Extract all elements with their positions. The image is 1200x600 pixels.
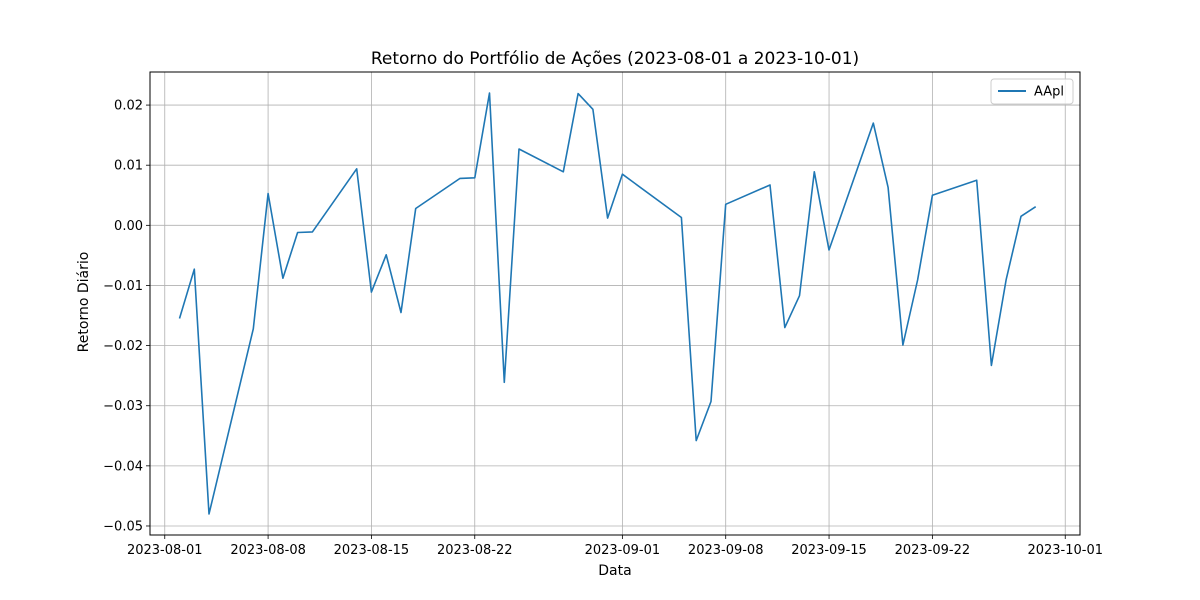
x-tick-label: 2023-09-08	[688, 543, 764, 558]
series-line-aapl	[178, 92, 1037, 515]
plot-area-frame	[149, 71, 1081, 536]
y-tick-label: −0.01	[103, 279, 143, 294]
x-tick-label: 2023-08-01	[127, 543, 203, 558]
legend: AApl	[990, 78, 1074, 105]
y-tick-label: −0.03	[103, 399, 143, 414]
x-tick-label: 2023-08-08	[230, 543, 306, 558]
y-tick-label: −0.05	[103, 519, 143, 534]
y-tick-label: 0.00	[114, 219, 143, 234]
chart-title: Retorno do Portfólio de Ações (2023-08-0…	[371, 49, 859, 69]
x-tick-label: 2023-08-15	[334, 543, 410, 558]
x-tick-label: 2023-09-15	[791, 543, 867, 558]
x-tick-label: 2023-09-01	[585, 543, 661, 558]
y-tick-label: 0.01	[114, 159, 143, 174]
y-tick-label: −0.04	[103, 459, 143, 474]
x-axis-label: Data	[598, 563, 631, 579]
x-axis-ticks: 2023-08-01 2023-08-08 2023-08-15 2023-08-22…	[127, 535, 1103, 558]
legend-label: AApl	[1034, 85, 1064, 100]
y-tick-label: −0.02	[103, 339, 143, 354]
legend-box	[990, 78, 1074, 105]
series-layer	[178, 92, 1037, 515]
x-tick-label: 2023-09-22	[895, 543, 971, 558]
y-axis-label: Retorno Diário	[76, 252, 92, 353]
grid-lines	[150, 72, 1080, 535]
x-tick-label: 2023-10-01	[1027, 543, 1103, 558]
x-tick-label: 2023-08-22	[437, 543, 513, 558]
y-tick-label: 0.02	[114, 99, 143, 114]
y-axis-ticks: −0.05 −0.04 −0.03 −0.02 −0.01 0.00 0.01 0.02	[103, 99, 150, 534]
